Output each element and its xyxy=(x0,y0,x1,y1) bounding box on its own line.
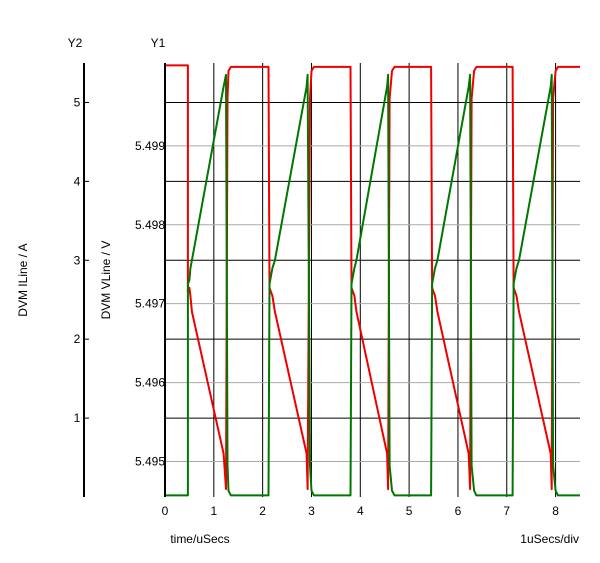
x-axis-label: time/uSecs xyxy=(170,532,229,546)
y1-tick-label: 5.497 xyxy=(135,297,165,311)
y1-axis-title: Y1 xyxy=(151,36,166,50)
y2-tick-label: 2 xyxy=(74,332,81,346)
y2-axis-title: Y2 xyxy=(68,36,83,50)
y1-tick-label: 5.495 xyxy=(135,454,165,468)
series-line-y2-current xyxy=(165,73,580,497)
y1-tick-label: 5.499 xyxy=(135,139,165,153)
axes: 0 1 2 3 4 5 6 7 8 1 2 3 4 5 5.495 5.496 5.497 5.498 5.499 xyxy=(74,63,559,518)
y1-axis-label: DVM VLine / V xyxy=(99,241,113,320)
x-tick-label: 5 xyxy=(406,504,413,518)
y2-tick-label: 5 xyxy=(74,95,81,109)
y1-tick-label: 5.498 xyxy=(135,218,165,232)
y2-tick-label: 3 xyxy=(74,253,81,267)
x-tick-label: 3 xyxy=(308,504,315,518)
y2-tick-label: 1 xyxy=(74,411,81,425)
x-tick-label: 0 xyxy=(162,504,169,518)
y1-tick-label: 5.496 xyxy=(135,376,165,390)
y2-tick-label: 4 xyxy=(74,174,81,188)
x-tick-label: 6 xyxy=(455,504,462,518)
x-tick-label: 4 xyxy=(357,504,364,518)
grid xyxy=(164,63,580,497)
x-tick-label: 2 xyxy=(259,504,266,518)
y2-axis-label: DVM ILine / A xyxy=(16,243,30,316)
x-tick-label: 1 xyxy=(210,504,217,518)
x-tick-label: 7 xyxy=(503,504,510,518)
x-tick-label: 8 xyxy=(552,504,559,518)
series-layer xyxy=(165,64,580,497)
x-units-label: 1uSecs/div xyxy=(520,532,579,546)
